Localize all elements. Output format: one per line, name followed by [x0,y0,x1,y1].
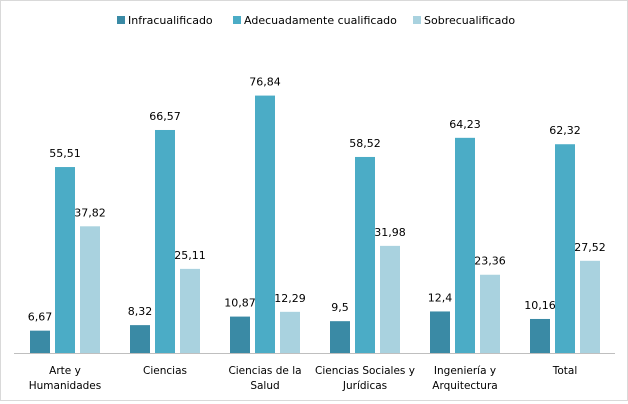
data-label: 8,32 [128,305,153,318]
data-label: 12,29 [274,292,306,305]
legend-swatch [117,16,125,24]
data-label: 37,82 [74,206,106,219]
legend-label: Sobrecualificado [424,14,515,27]
data-label: 31,98 [374,226,406,239]
data-label: 64,23 [449,118,481,131]
category-label: Ingeniería y [434,365,496,377]
bar-adecuadamente-cualificado-5 [555,144,575,353]
bar-infracualificado-5 [530,318,550,353]
data-label: 25,11 [174,249,206,262]
bar-infracualificado-1 [130,325,150,353]
bar-sobrecualificado-2 [280,311,300,353]
data-label: 12,4 [428,291,453,304]
bar-adecuadamente-cualificado-1 [155,129,175,353]
bar-sobrecualificado-0 [80,226,100,353]
bar-adecuadamente-cualificado-0 [55,167,75,353]
data-label: 9,5 [331,301,349,314]
bar-infracualificado-0 [30,330,50,353]
data-label: 23,36 [474,255,506,268]
category-label: Ciencias de la [228,365,301,377]
category-label: Arquitectura [432,380,497,392]
legend-swatch [413,16,421,24]
category-label: Jurídicas [342,380,387,392]
bar-sobrecualificado-3 [380,245,400,353]
bar-sobrecualificado-1 [180,268,200,353]
data-label: 76,84 [249,76,281,89]
category-labels: Arte y Humanidades Ciencias Ciencias de la S… [29,365,578,392]
legend-swatch [233,16,241,24]
bar-sobrecualificado-4 [480,274,500,353]
bar-adecuadamente-cualificado-3 [355,156,375,353]
data-label: 66,57 [149,110,181,123]
bars [30,95,600,353]
bar-adecuadamente-cualificado-2 [255,95,275,353]
data-label: 6,67 [28,311,53,324]
data-label: 58,52 [349,137,381,150]
category-label: Ciencias [143,365,187,377]
bar-infracualificado-4 [430,311,450,353]
data-label: 55,51 [49,147,81,160]
category-label: Humanidades [29,380,101,392]
bar-infracualificado-2 [230,316,250,353]
legend: Infracualificado Adecuadamente cualificad… [117,14,515,27]
data-label: 10,87 [224,297,256,310]
bar-sobrecualificado-5 [580,260,600,353]
category-label: Total [552,365,578,377]
data-label: 27,52 [574,241,606,254]
legend-label: Infracualificado [128,14,213,27]
value-labels: 6,67 55,51 37,82 8,32 66,57 25,11 10,87 76,84 12… [28,76,606,324]
legend-label: Adecuadamente cualificado [244,14,397,27]
category-label: Arte y [49,365,81,377]
category-label: Salud [250,380,279,392]
data-label: 10,16 [524,299,556,312]
bar-infracualificado-3 [330,321,350,353]
data-label: 62,32 [549,124,581,137]
category-label: Ciencias Sociales y [315,365,415,377]
bar-adecuadamente-cualificado-4 [455,137,475,353]
